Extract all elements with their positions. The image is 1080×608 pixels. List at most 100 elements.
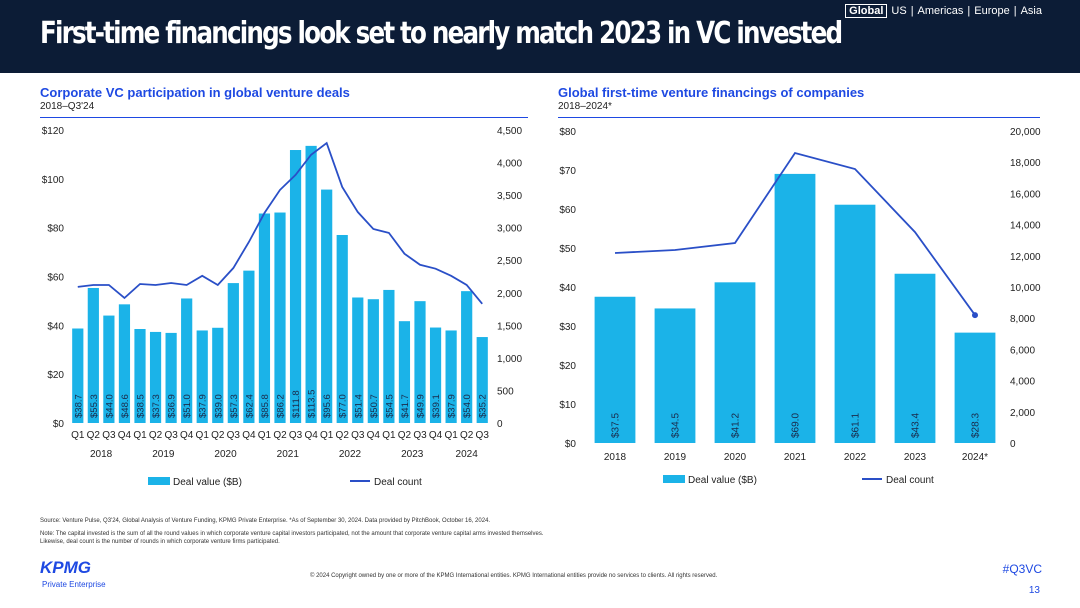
right-axis-tick: 8,000	[1010, 314, 1035, 325]
bar-label: $86.2	[276, 394, 287, 418]
year-label: 2024	[456, 449, 479, 460]
bar	[398, 321, 411, 423]
bar	[336, 234, 348, 423]
year-label: 2019	[152, 449, 175, 460]
bar	[165, 332, 177, 423]
bar-label: $62.4	[244, 394, 255, 418]
bar	[258, 213, 271, 423]
region-asia[interactable]: Asia	[1020, 5, 1042, 17]
x-tick: Q1	[196, 430, 210, 441]
right-axis-tick: 2,500	[497, 256, 522, 267]
left-axis-tick: $40	[559, 283, 576, 294]
bar-label: $41.2	[731, 413, 742, 438]
legend-bar-swatch	[148, 477, 170, 485]
x-tick: Q2	[87, 430, 101, 441]
left-axis-tick: $40	[47, 321, 64, 332]
bar-label: $35.2	[478, 394, 489, 418]
legend-deal-count: Deal count	[374, 477, 422, 488]
bar-label: $34.5	[671, 413, 682, 438]
bar	[894, 273, 936, 443]
right-chart-title: Global first-time venture financings of …	[558, 85, 865, 100]
x-tick: Q3	[227, 430, 241, 441]
bar	[274, 212, 286, 423]
right-axis-tick: 1,500	[497, 321, 522, 332]
bar-label: $37.3	[151, 394, 162, 418]
x-tick: Q4	[429, 430, 443, 441]
x-tick: Q4	[242, 430, 256, 441]
right-axis-tick: 4,000	[497, 159, 522, 170]
x-tick: 2018	[604, 452, 627, 463]
x-tick: Q1	[444, 430, 458, 441]
right-axis-tick: 1,000	[497, 354, 522, 365]
bar-label: $95.6	[322, 394, 333, 418]
deal-count-line	[77, 141, 483, 305]
bar-label: $77.0	[338, 394, 349, 418]
bar-label: $50.7	[369, 394, 380, 418]
bar	[321, 189, 333, 423]
bar	[461, 291, 473, 423]
bar	[429, 327, 442, 423]
legend-deal-value: Deal value ($B)	[173, 477, 242, 488]
bar	[654, 308, 696, 443]
left-axis-tick: $60	[559, 205, 576, 216]
left-axis-tick: $0	[565, 439, 577, 450]
region-global[interactable]: Global	[845, 4, 888, 18]
deal-count-line	[614, 151, 976, 316]
left-axis-tick: $60	[47, 273, 64, 284]
right-axis-tick: 3,000	[497, 224, 522, 235]
bar	[134, 328, 146, 423]
bar	[149, 331, 162, 423]
bar	[103, 315, 115, 423]
hashtag: #Q3VC	[1002, 562, 1042, 576]
right-axis-tick: 6,000	[1010, 345, 1035, 356]
x-tick: Q3	[351, 430, 365, 441]
x-tick: Q2	[149, 430, 163, 441]
left-axis-tick: $80	[47, 224, 64, 235]
right-axis-tick: 4,500	[497, 126, 522, 137]
x-tick: Q4	[118, 430, 132, 441]
legend-bar-swatch	[663, 475, 685, 483]
left-axis-tick: $0	[53, 419, 65, 430]
left-axis-tick: $80	[559, 127, 576, 138]
right-axis-tick: 500	[497, 386, 514, 397]
x-tick: 2020	[724, 452, 747, 463]
left-divider	[40, 117, 528, 118]
year-label: 2023	[401, 449, 424, 460]
region-europe[interactable]: Europe	[974, 5, 1010, 17]
year-label: 2021	[277, 449, 300, 460]
left-axis-tick: $70	[559, 166, 576, 177]
x-tick: Q3	[164, 430, 178, 441]
year-label: 2022	[339, 449, 362, 460]
bar	[289, 150, 302, 423]
bar-label: $48.6	[120, 394, 131, 418]
right-axis-tick: 2,000	[497, 289, 522, 300]
source-note: Source: Venture Pulse, Q3'24, Global Ana…	[40, 518, 491, 524]
region-americas[interactable]: Americas	[917, 5, 964, 17]
right-axis-tick: 0	[497, 419, 503, 430]
x-tick: 2023	[904, 452, 927, 463]
x-tick: Q1	[133, 430, 147, 441]
bar-label: $113.5	[307, 390, 318, 418]
x-tick: Q3	[413, 430, 427, 441]
bar	[352, 297, 364, 423]
x-tick: 2019	[664, 452, 687, 463]
bar-label: $57.3	[229, 394, 240, 418]
bar-label: $38.7	[73, 394, 84, 418]
bar	[834, 204, 876, 443]
x-tick: Q2	[273, 430, 287, 441]
left-axis-tick: $10	[559, 400, 576, 411]
bar-label: $41.7	[400, 394, 411, 418]
bar	[305, 145, 317, 423]
x-tick: Q1	[71, 430, 85, 441]
region-us[interactable]: US	[891, 5, 907, 17]
x-tick: 2022	[844, 452, 867, 463]
deal-count-endpoint	[972, 312, 978, 319]
region-nav: Global US | Americas | Europe | Asia	[845, 4, 1042, 18]
x-tick: Q3	[476, 430, 490, 441]
bar	[72, 328, 84, 423]
bar-label: $51.0	[182, 394, 193, 418]
bar-label: $51.4	[353, 394, 364, 418]
methodology-note: Note: The capital invested is the sum of…	[40, 531, 544, 545]
left-axis-tick: $100	[42, 175, 65, 186]
